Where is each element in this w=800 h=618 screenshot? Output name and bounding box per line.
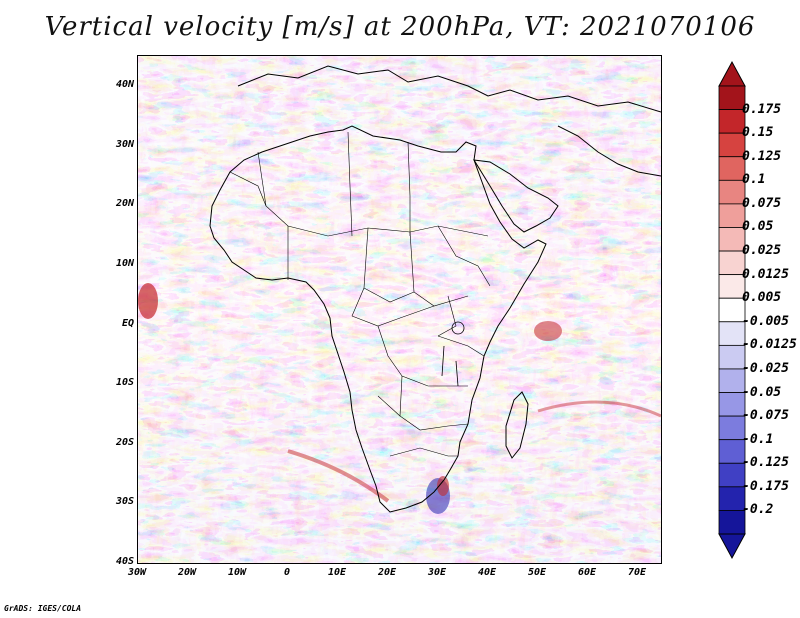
southern-ocean-updraft-band	[287, 449, 390, 503]
colorbar-label: 0.175	[742, 101, 782, 117]
southern-africa-updraft	[437, 476, 449, 496]
lat-label-10n: 10N	[115, 258, 134, 269]
europe-coastline	[237, 65, 661, 113]
colorbar-min-arrow	[718, 533, 746, 560]
lat-label-10s: 10S	[115, 377, 134, 388]
colorbar-label: -0.1	[742, 431, 774, 447]
lon-label-50e: 50E	[527, 567, 547, 578]
lat-label-40n: 40N	[115, 79, 134, 90]
colorbar-label: -0.125	[742, 455, 789, 471]
colorbar-label: 0.025	[742, 243, 782, 259]
lat-label-30n: 30N	[115, 139, 134, 150]
colorbar-label: 0.125	[742, 148, 782, 164]
equatorial-updraft-west	[138, 283, 158, 319]
map-plot-area	[137, 55, 662, 564]
equatorial-updraft-east	[534, 321, 562, 341]
lon-label-20w: 20W	[177, 567, 197, 578]
indian-ocean-updraft-band	[537, 400, 661, 418]
lat-label-eq: EQ	[121, 318, 134, 329]
colorbar-label: 0.0125	[742, 266, 789, 282]
velocity-field-map	[138, 56, 661, 563]
lat-label-20n: 20N	[115, 198, 134, 209]
colorbar-label: -0.025	[742, 360, 789, 376]
country-borders	[229, 131, 491, 457]
colorbar-label: 0.15	[742, 125, 774, 141]
arabia-coastline	[473, 159, 559, 233]
lon-label-10w: 10W	[227, 567, 247, 578]
colorbar-label: -0.175	[742, 478, 789, 494]
colorbar-label: 0.1	[742, 172, 766, 188]
madagascar-coastline	[505, 391, 529, 459]
lat-label-20s: 20S	[115, 437, 134, 448]
colorbar-label: 0.05	[742, 219, 774, 235]
colorbar-label: 0.005	[742, 290, 782, 306]
lon-label-70e: 70E	[627, 567, 647, 578]
lon-label-30e: 30E	[427, 567, 447, 578]
asia-coastline	[557, 125, 661, 177]
coastlines	[209, 65, 661, 513]
africa-coastline	[209, 125, 547, 513]
lat-label-40s: 40S	[115, 556, 134, 567]
colorbar-label: -0.075	[742, 408, 789, 424]
lon-label-30w: 30W	[127, 567, 147, 578]
colorbar-label: 0.075	[742, 195, 782, 211]
colorbar	[718, 60, 746, 560]
lon-label-10e: 10E	[327, 567, 347, 578]
colorbar-max-arrow	[718, 60, 746, 87]
colorbar-label: -0.2	[742, 502, 774, 518]
lon-label-20e: 20E	[377, 567, 397, 578]
lon-label-40e: 40E	[477, 567, 497, 578]
map-title: Vertical velocity [m/s] at 200hPa, VT: 2…	[44, 12, 756, 42]
lakes	[441, 321, 465, 387]
lon-label-60e: 60E	[577, 567, 597, 578]
colorbar-label: -0.05	[742, 384, 782, 400]
lat-label-30s: 30S	[115, 496, 134, 507]
colorbar-label: -0.005	[742, 313, 789, 329]
colorbar-label: -0.0125	[742, 337, 797, 353]
grads-credit: GrADS: IGES/COLA	[4, 604, 82, 613]
lon-label-0: 0	[283, 567, 291, 578]
